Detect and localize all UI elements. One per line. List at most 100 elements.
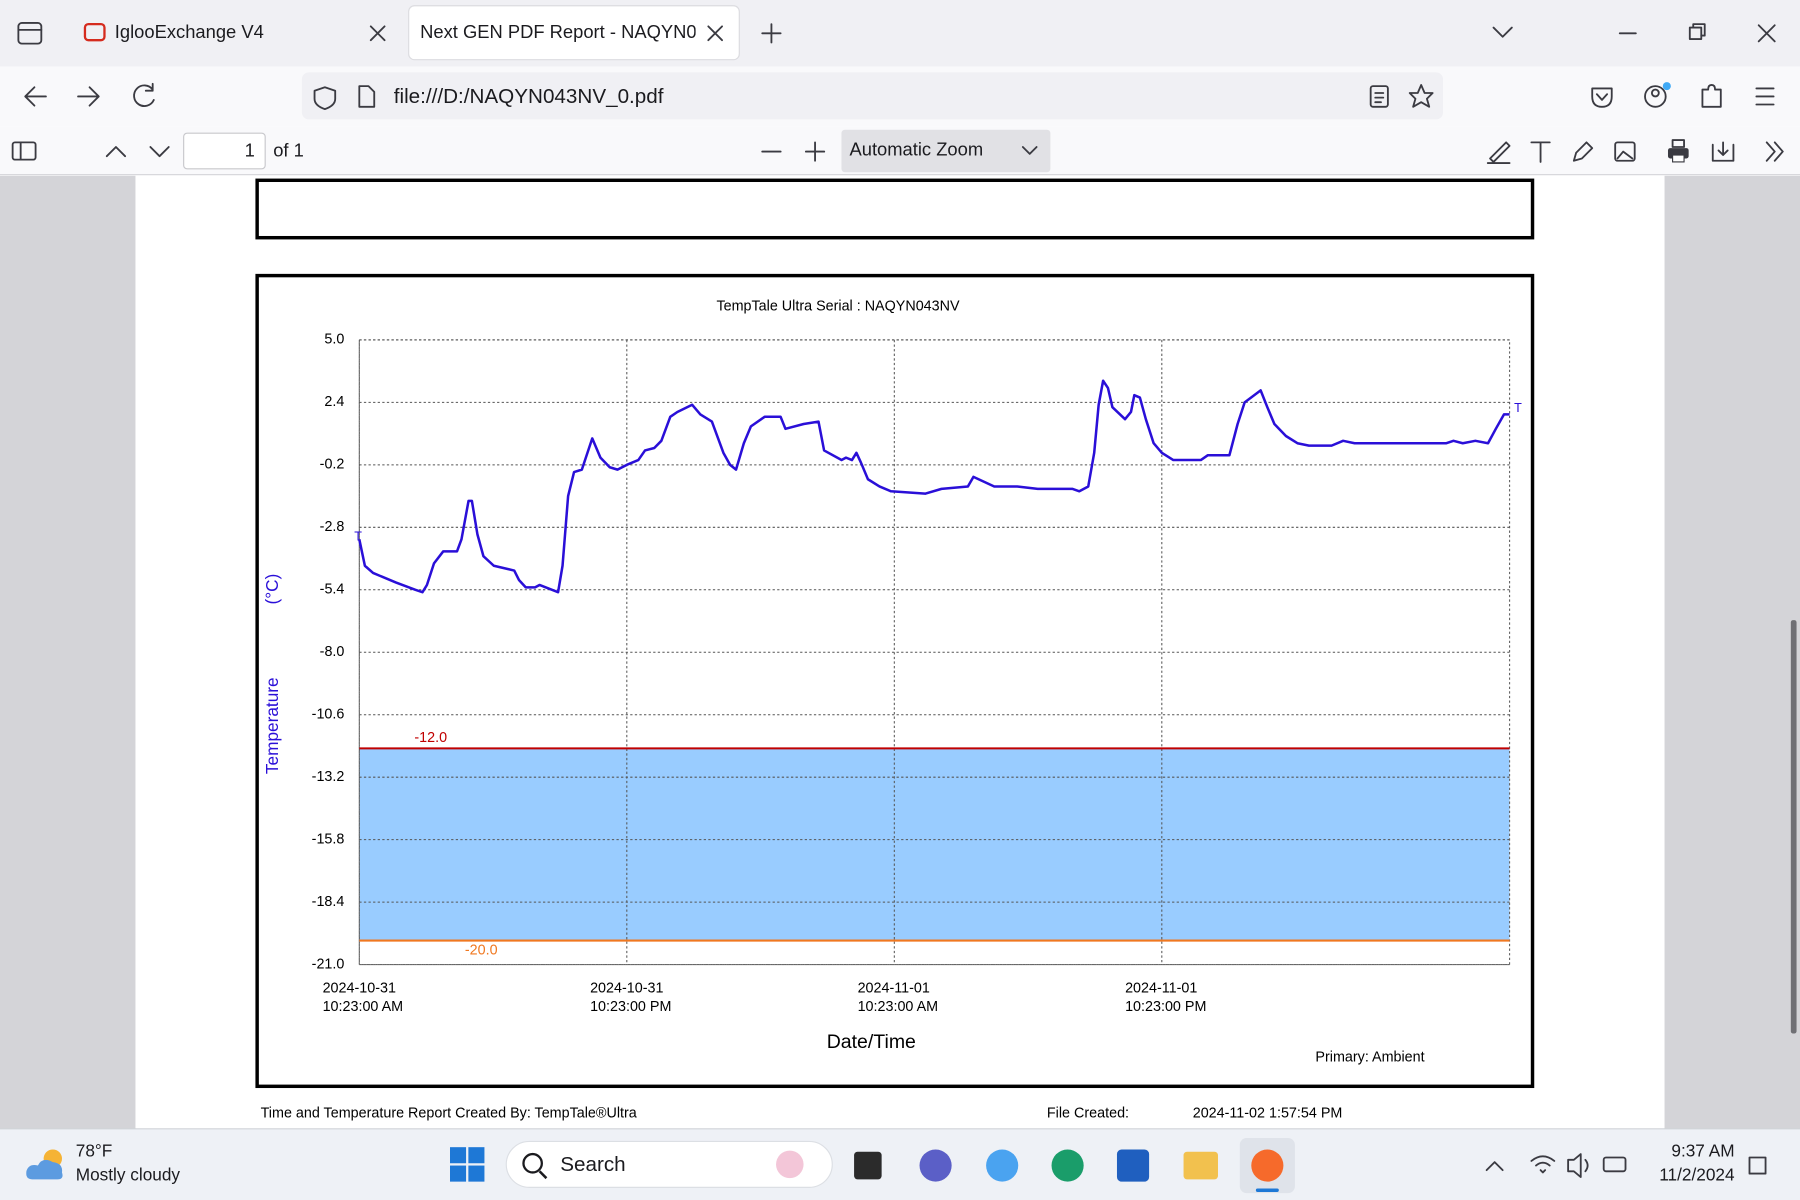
pdf-page [135,175,1665,1129]
search-placeholder[interactable]: Search [560,1153,625,1176]
y-tick-label: -8.0 [320,644,345,660]
file-explorer[interactable] [1183,1151,1218,1180]
y-tick-label: -21.0 [312,956,345,972]
firefox[interactable] [1251,1149,1284,1182]
text-tool[interactable] [1530,141,1551,163]
search-box[interactable] [505,1140,833,1188]
header-box [255,178,1535,240]
start-marker: T [354,529,362,543]
draw[interactable] [1572,141,1594,162]
task-view[interactable] [854,1151,882,1180]
tab[interactable]: IglooExchange V4 [83,21,386,42]
tab-title: IglooExchange V4 [115,21,264,42]
url-bar[interactable] [301,72,1443,120]
volume[interactable] [1567,1153,1589,1178]
edge[interactable] [1051,1149,1084,1182]
chart-frame [255,273,1535,1089]
chart-note: Primary: Ambient [1315,1049,1424,1065]
image-tool[interactable] [1614,141,1636,162]
temperature-line [358,379,1510,594]
tab-strip [0,0,1800,67]
page-number[interactable]: 1 [245,139,255,160]
clock-time[interactable]: 9:37 AM [1671,1140,1734,1160]
previous-page[interactable] [105,146,127,158]
weather-condition[interactable]: Mostly cloudy [76,1164,181,1184]
clock-date[interactable]: 11/2/2024 [1659,1164,1735,1184]
battery[interactable] [1602,1156,1627,1173]
x-tick-label: 2024-10-31 [590,981,663,997]
report-creator: Time and Temperature Report Created By: … [261,1106,637,1122]
close-tab[interactable] [707,25,723,42]
threshold-label: -12.0 [414,730,447,746]
highlight[interactable] [1486,141,1511,164]
page-icon [358,85,376,108]
tab-list-button[interactable] [17,22,43,45]
weather-icon[interactable] [26,1149,63,1180]
file-created: 2024-11-02 1:57:54 PM [1193,1106,1343,1122]
teams[interactable] [919,1149,952,1182]
url[interactable]: file:///D:/NAQYN043NV_0.pdf [394,85,664,108]
zoom-value[interactable]: Automatic Zoom [849,138,983,159]
taskbar [0,1128,1800,1200]
forward[interactable] [77,86,100,107]
search-highlight [776,1150,804,1179]
account[interactable] [1644,82,1671,108]
reader-view[interactable] [1369,85,1389,108]
tab-title-clip: Next GEN PDF Report - NAQYN043 [420,21,696,42]
active-tab[interactable]: Next GEN PDF Report - NAQYN043 [408,5,740,61]
shield-icon[interactable] [313,86,337,111]
alarm-band [359,748,1510,941]
new-tab[interactable] [761,23,782,44]
zoom-select[interactable] [841,129,1051,173]
x-tick-label: 10:23:00 PM [1125,999,1206,1015]
bookmark[interactable] [1408,84,1434,108]
pocket[interactable] [1591,87,1613,108]
x-tick-label: 10:23:00 AM [858,999,939,1015]
end-marker: T [1514,401,1522,415]
close-tab[interactable] [369,25,386,42]
reload[interactable] [133,82,155,107]
y-tick-label: -13.2 [312,769,345,785]
tray-overflow[interactable] [1485,1161,1504,1172]
zoom-in[interactable] [804,141,826,162]
page-count: of 1 [273,139,304,160]
y-tick-label: -15.8 [312,831,345,847]
x-tick-label: 2024-11-01 [1125,981,1197,997]
close-window[interactable] [1757,24,1776,43]
start-button[interactable] [450,1147,485,1182]
x-tick-label: 2024-10-31 [323,981,396,997]
store[interactable] [1116,1149,1150,1182]
x-tick-label: 10:23:00 AM [323,999,404,1015]
notifications[interactable] [1748,1156,1767,1175]
restore[interactable] [1688,23,1706,40]
y-tick-label: -5.4 [320,582,345,598]
wifi[interactable] [1530,1155,1556,1174]
tab-overflow[interactable] [1492,26,1513,38]
chart: TempTale Ultra Serial : NAQYN043NV Tempe… [262,298,1522,1065]
y-axis-unit: (°C) [262,574,282,605]
page-input[interactable] [183,132,266,170]
y-tick-label: -0.2 [320,457,345,473]
y-tick-label: -2.8 [320,519,345,535]
y-tick-label: -10.6 [312,707,345,723]
file-created-label: File Created: [1047,1106,1129,1122]
scrollbar[interactable] [1790,620,1797,1034]
copilot[interactable] [986,1149,1019,1182]
next-page[interactable] [149,146,170,158]
x-axis-label: Date/Time [827,1031,916,1053]
sidebar-toggle[interactable] [11,141,37,161]
menu[interactable] [1755,87,1775,106]
back[interactable] [24,86,47,107]
x-tick-label: 2024-11-01 [858,981,930,997]
chart-title: TempTale Ultra Serial : NAQYN043NV [716,298,960,314]
save[interactable] [1711,141,1735,162]
x-tick-label: 10:23:00 PM [590,999,671,1015]
y-tick-label: 2.4 [324,394,344,410]
y-tick-label: 5.0 [324,332,344,348]
weather-temperature[interactable]: 78°F [76,1140,113,1160]
y-axis-label: Temperature [262,677,282,774]
extensions[interactable] [1701,84,1722,108]
more-tools[interactable] [1765,141,1784,162]
print[interactable] [1667,139,1689,163]
